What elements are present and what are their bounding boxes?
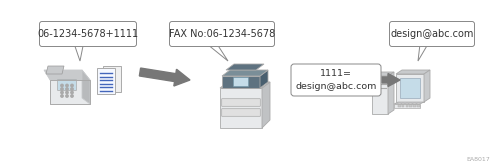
Polygon shape [226,64,264,70]
Circle shape [71,88,73,90]
Polygon shape [46,66,64,74]
Polygon shape [222,70,268,76]
Circle shape [66,84,68,87]
FancyBboxPatch shape [405,106,408,107]
Polygon shape [139,68,190,86]
Circle shape [66,91,68,94]
Polygon shape [372,76,388,114]
Polygon shape [50,80,90,104]
Text: 1111=
design@abc.com: 1111= design@abc.com [295,69,377,91]
Polygon shape [424,70,430,102]
Polygon shape [400,78,420,98]
FancyBboxPatch shape [405,103,408,104]
Circle shape [61,95,63,97]
Polygon shape [394,104,420,108]
FancyBboxPatch shape [390,21,474,47]
Polygon shape [295,73,322,86]
Circle shape [71,91,73,94]
FancyBboxPatch shape [222,109,260,116]
Polygon shape [207,44,228,61]
FancyBboxPatch shape [398,104,400,105]
Circle shape [61,88,63,90]
FancyBboxPatch shape [170,21,275,47]
Polygon shape [394,102,424,104]
FancyBboxPatch shape [291,64,381,96]
FancyBboxPatch shape [58,80,76,91]
FancyBboxPatch shape [409,104,412,105]
Circle shape [61,91,63,94]
Circle shape [71,84,73,87]
FancyBboxPatch shape [405,104,408,105]
Text: 06-1234-5678+1111: 06-1234-5678+1111 [37,29,139,39]
Polygon shape [396,74,424,102]
FancyBboxPatch shape [402,106,404,107]
FancyBboxPatch shape [398,103,400,104]
Polygon shape [74,44,84,61]
Polygon shape [97,68,115,94]
FancyBboxPatch shape [398,106,400,107]
FancyBboxPatch shape [409,106,412,107]
Polygon shape [220,82,270,88]
Text: EA8017: EA8017 [466,157,490,162]
Polygon shape [222,76,260,88]
FancyBboxPatch shape [234,78,248,86]
Polygon shape [103,66,121,92]
Polygon shape [44,70,90,80]
FancyBboxPatch shape [222,99,260,106]
FancyBboxPatch shape [413,106,416,107]
FancyBboxPatch shape [413,103,416,104]
FancyBboxPatch shape [402,104,404,105]
FancyBboxPatch shape [402,103,404,104]
Polygon shape [396,70,430,74]
Text: FAX No:06-1234-5678: FAX No:06-1234-5678 [169,29,275,39]
FancyBboxPatch shape [417,103,420,104]
Circle shape [61,84,63,87]
FancyBboxPatch shape [413,104,416,105]
Polygon shape [260,70,268,88]
Polygon shape [372,72,394,76]
Text: design@abc.com: design@abc.com [390,29,474,39]
Circle shape [71,95,73,97]
Polygon shape [388,72,394,114]
Circle shape [66,88,68,90]
Polygon shape [82,70,90,104]
FancyBboxPatch shape [417,104,420,105]
Polygon shape [418,44,428,61]
FancyBboxPatch shape [409,103,412,104]
Polygon shape [220,88,262,128]
FancyBboxPatch shape [39,21,136,47]
Polygon shape [262,82,270,128]
FancyBboxPatch shape [417,106,420,107]
Circle shape [66,95,68,97]
Polygon shape [382,73,400,86]
